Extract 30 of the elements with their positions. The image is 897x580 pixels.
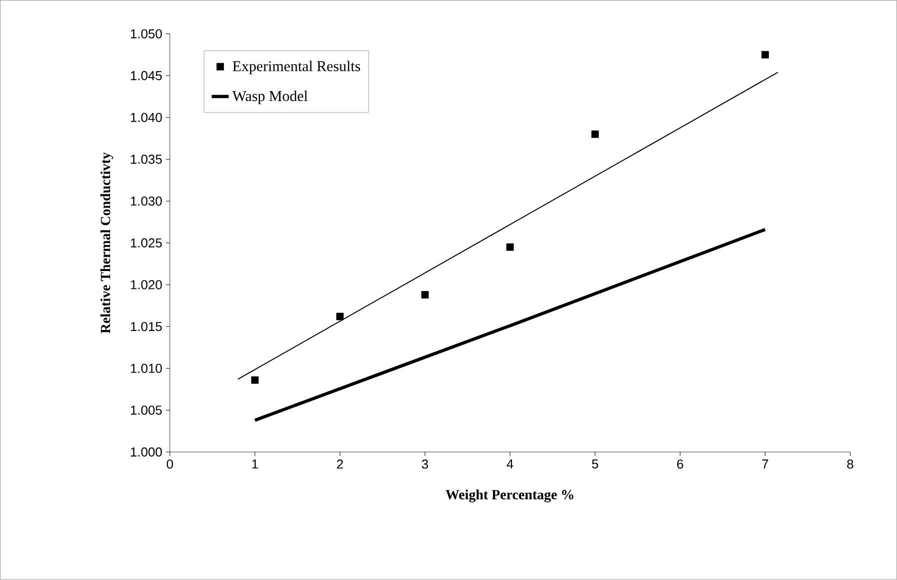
- y-tick-label: 1.045: [130, 71, 162, 80]
- y-tick-label: 1.050: [130, 29, 162, 38]
- x-tick-label: 5: [592, 460, 598, 469]
- y-tick-label: 1.030: [130, 196, 162, 206]
- y-tick-label: 1.000: [130, 447, 162, 457]
- y-tick-label: 1.010: [130, 364, 162, 374]
- x-tick-label: 2: [337, 460, 343, 469]
- x-tick-label: 7: [762, 460, 768, 468]
- x-tick-label: 0: [166, 460, 173, 469]
- y-tick-label: 1.015: [130, 322, 162, 332]
- point: [761, 51, 769, 58]
- y-tick-label: 1.025: [130, 238, 162, 248]
- x-tick-label: 8: [847, 460, 854, 469]
- y-tick-label: 1.005: [130, 406, 162, 415]
- legend-label: Wasp Model: [232, 90, 308, 104]
- y-axis-title: Relative Thermal Conductivty: [100, 152, 114, 334]
- x-tick-label: 4: [506, 460, 514, 468]
- point: [336, 312, 344, 320]
- point: [591, 130, 599, 138]
- x-tick-label: 3: [422, 460, 428, 469]
- x-tick-label: 1: [252, 460, 258, 468]
- point: [251, 376, 259, 384]
- legend-label: Experimental Results: [232, 60, 360, 74]
- y-tick-label: 1.040: [130, 112, 162, 122]
- x-tick-label: 6: [677, 460, 684, 469]
- y-tick-label: 1.020: [130, 280, 162, 290]
- point: [506, 243, 514, 251]
- x-axis-title: Weight Percentage %: [446, 490, 574, 502]
- point: [421, 291, 429, 299]
- y-tick-label: 1.035: [130, 154, 162, 164]
